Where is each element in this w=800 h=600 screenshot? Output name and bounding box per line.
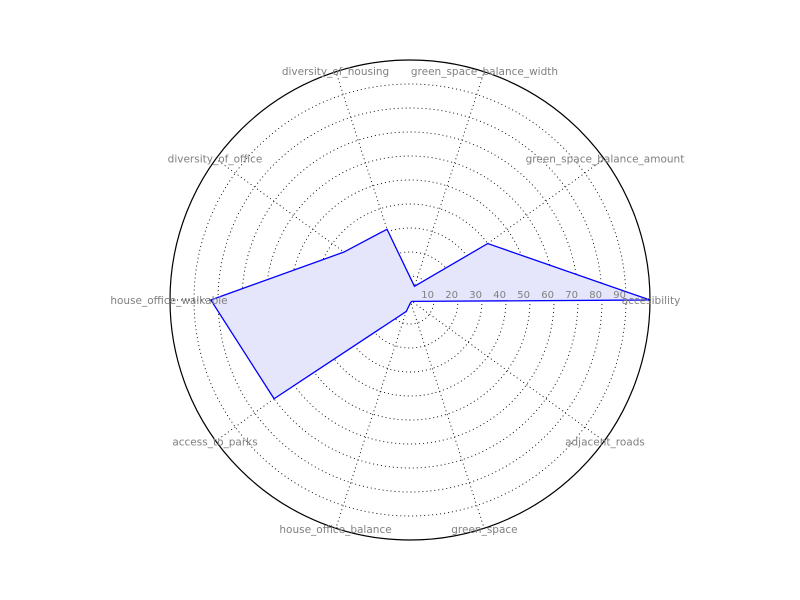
category-label: green_space_balance_width [411,66,558,78]
spoke-line [335,299,411,529]
category-label: green_space_balance_amount [526,153,685,165]
radial-tick-label: 70 [565,290,578,301]
data-series [209,228,651,400]
outer-frame [169,59,651,541]
category-label: house_office_walkable [110,295,227,307]
category-label: access_to_parks [172,437,257,449]
category-label: green_space [451,524,517,536]
spoke-line [409,299,485,529]
radial-tick-label: 10 [421,290,434,301]
radial-tick-label: 40 [493,290,506,301]
spoke-line [409,71,485,301]
series-area [210,229,651,399]
category-labels: accesibilitygreen_space_balance_amountgr… [110,66,684,536]
radial-tick-label: 90 [613,290,626,301]
radial-tick-label: 20 [445,290,458,301]
radial-tick-label: 80 [589,290,602,301]
radial-tick-label: 50 [517,290,530,301]
radial-tick-label: 60 [541,290,554,301]
spoke-line [409,299,605,442]
radial-tick-labels: 10 20 30 40 50 60 70 80 90 [421,290,626,301]
category-label: adjacent_roads [565,437,645,449]
category-label: house_office_balance [279,524,391,536]
radial-tick-label: 30 [469,290,482,301]
category-label: diversity_of_housing [282,66,389,78]
category-label: accesibility [622,295,681,307]
category-label: diversity_of_office [168,153,263,165]
